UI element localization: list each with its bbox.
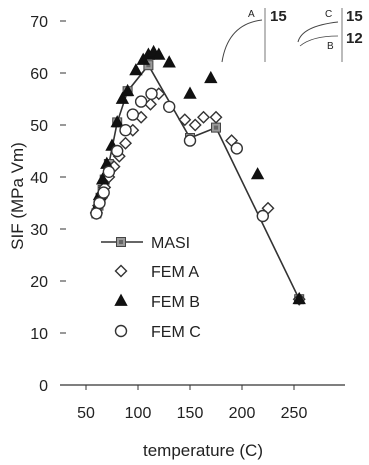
- inset-value-c: 15: [346, 8, 363, 25]
- legend-label-masi: MASI: [151, 235, 190, 252]
- y-tick-label: 20: [30, 274, 48, 291]
- point-fem-a: [197, 110, 211, 124]
- inset-label-c: C: [325, 9, 332, 20]
- legend-label-fem-c: FEM C: [151, 324, 201, 341]
- legend-label-fem-b: FEM B: [151, 294, 200, 311]
- point-fem-b: [120, 83, 135, 97]
- inset-crack-arc-a: [221, 19, 263, 63]
- point-fem-c: [90, 207, 103, 220]
- point-masi-inner: [214, 125, 218, 130]
- x-tick-label: 100: [125, 405, 152, 422]
- tick-marks: [60, 20, 295, 390]
- y-tick-label: 30: [30, 222, 48, 239]
- y-tick-label: 60: [30, 66, 48, 83]
- legend: MASI FEM A FEM B FEM C: [101, 235, 201, 341]
- legend-item-masi: MASI: [101, 235, 190, 252]
- point-fem-b: [162, 55, 176, 68]
- legend-marker-masi-inner: [119, 240, 123, 244]
- x-tick-label: 200: [229, 405, 256, 422]
- point-fem-b: [129, 63, 143, 76]
- point-fem-c: [102, 165, 116, 179]
- inset-label-a: A: [248, 9, 255, 20]
- point-fem-c: [93, 196, 106, 210]
- point-fem-b: [115, 91, 130, 104]
- inset-crack-arc-c: [297, 21, 339, 43]
- point-fem-c: [119, 123, 132, 137]
- point-masi: [211, 122, 221, 133]
- y-axis-label: SIF (MPa Vm): [8, 142, 27, 250]
- point-masi: [143, 60, 154, 71]
- point-fem-c: [145, 87, 158, 101]
- point-fem-a: [178, 113, 192, 127]
- inset-crack-arc-b: [299, 35, 339, 47]
- point-fem-b: [152, 47, 166, 60]
- point-fem-a: [188, 118, 202, 132]
- legend-marker-fem-b: [114, 293, 128, 306]
- x-tick-label: 150: [177, 405, 204, 422]
- legend-item-fem-c: FEM C: [114, 324, 201, 341]
- point-fem-a: [119, 136, 133, 150]
- legend-marker-fem-c: [114, 324, 128, 338]
- point-fem-c: [183, 134, 197, 147]
- point-fem-a: [209, 110, 223, 124]
- point-fem-b: [292, 291, 306, 305]
- x-axis-label: temperature (C): [143, 441, 263, 460]
- point-fem-c: [230, 142, 244, 155]
- geometry-inset: A 15 C 15 B 12: [221, 8, 363, 63]
- y-tick-label: 50: [30, 118, 48, 135]
- legend-item-fem-b: FEM B: [114, 293, 200, 311]
- y-tick-label: 0: [39, 378, 48, 395]
- point-fem-c: [162, 100, 176, 114]
- point-fem-c: [256, 209, 269, 223]
- point-fem-b: [95, 172, 110, 185]
- series-fem-c: [90, 87, 269, 223]
- inset-value-a: 15: [270, 8, 287, 25]
- y-tick-label: 10: [30, 326, 48, 343]
- inset-label-b: B: [327, 41, 334, 52]
- inset-value-b: 12: [346, 30, 363, 47]
- point-masi-inner: [146, 63, 151, 68]
- y-tick-label: 70: [30, 14, 48, 31]
- x-tick-label: 250: [281, 405, 308, 422]
- legend-label-fem-a: FEM A: [151, 264, 199, 281]
- point-fem-b: [204, 70, 218, 84]
- point-fem-b: [183, 86, 197, 99]
- legend-marker-fem-a: [114, 264, 128, 278]
- x-tick-labels: 50 100 150 200 250: [77, 405, 307, 422]
- y-tick-labels: 0 10 20 30 40 50 60 70: [30, 14, 48, 395]
- point-fem-c: [134, 95, 148, 108]
- point-fem-c: [126, 108, 140, 121]
- point-fem-b: [110, 115, 124, 128]
- data-series: [89, 44, 306, 306]
- legend-marker-masi: [116, 237, 126, 247]
- point-fem-b: [250, 167, 265, 180]
- point-fem-c: [110, 144, 124, 158]
- point-fem-c: [97, 186, 110, 199]
- y-tick-label: 40: [30, 170, 48, 187]
- legend-item-fem-a: FEM A: [114, 264, 199, 281]
- x-tick-label: 50: [77, 405, 95, 422]
